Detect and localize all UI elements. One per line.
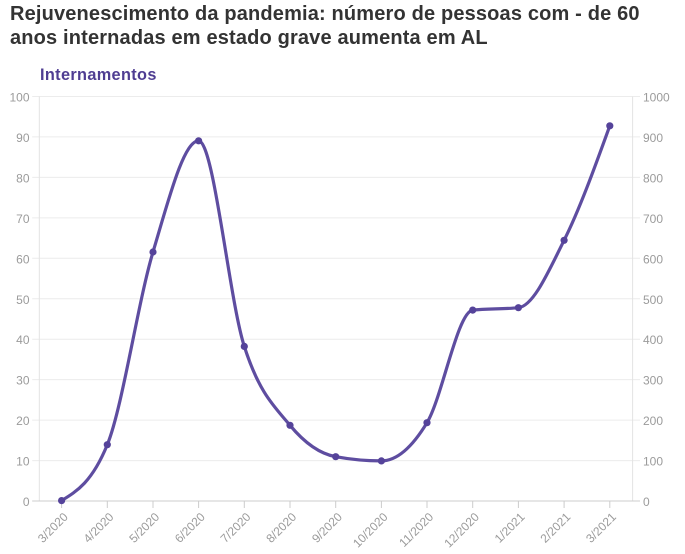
svg-text:30: 30 — [16, 374, 30, 388]
svg-text:50: 50 — [16, 293, 30, 307]
svg-text:900: 900 — [643, 131, 663, 145]
svg-text:400: 400 — [643, 333, 663, 347]
svg-text:3/2021: 3/2021 — [583, 510, 619, 546]
svg-text:10/2020: 10/2020 — [350, 510, 391, 551]
svg-text:500: 500 — [643, 293, 663, 307]
svg-text:0: 0 — [643, 495, 650, 509]
svg-text:1000: 1000 — [643, 91, 670, 105]
svg-text:300: 300 — [643, 374, 663, 388]
svg-text:1/2021: 1/2021 — [492, 510, 528, 546]
svg-text:8/2020: 8/2020 — [263, 510, 299, 546]
svg-text:70: 70 — [16, 212, 30, 226]
svg-text:100: 100 — [9, 91, 29, 105]
svg-text:9/2020: 9/2020 — [309, 510, 345, 546]
svg-text:10: 10 — [16, 455, 30, 469]
svg-text:11/2020: 11/2020 — [396, 510, 436, 550]
svg-text:60: 60 — [16, 252, 30, 266]
svg-text:6/2020: 6/2020 — [172, 510, 208, 546]
svg-text:20: 20 — [16, 414, 30, 428]
svg-text:90: 90 — [16, 131, 30, 145]
svg-text:700: 700 — [643, 212, 663, 226]
svg-text:2/2021: 2/2021 — [537, 510, 573, 546]
svg-text:80: 80 — [16, 171, 30, 185]
svg-text:12/2020: 12/2020 — [441, 510, 482, 551]
svg-text:800: 800 — [643, 171, 663, 185]
svg-text:100: 100 — [643, 455, 663, 469]
svg-text:3/2020: 3/2020 — [35, 510, 71, 546]
svg-text:5/2020: 5/2020 — [126, 510, 162, 546]
svg-text:7/2020: 7/2020 — [218, 510, 254, 546]
svg-text:600: 600 — [643, 252, 663, 266]
svg-text:0: 0 — [23, 495, 30, 509]
svg-text:200: 200 — [643, 414, 663, 428]
svg-text:4/2020: 4/2020 — [81, 510, 117, 546]
svg-text:40: 40 — [16, 333, 30, 347]
